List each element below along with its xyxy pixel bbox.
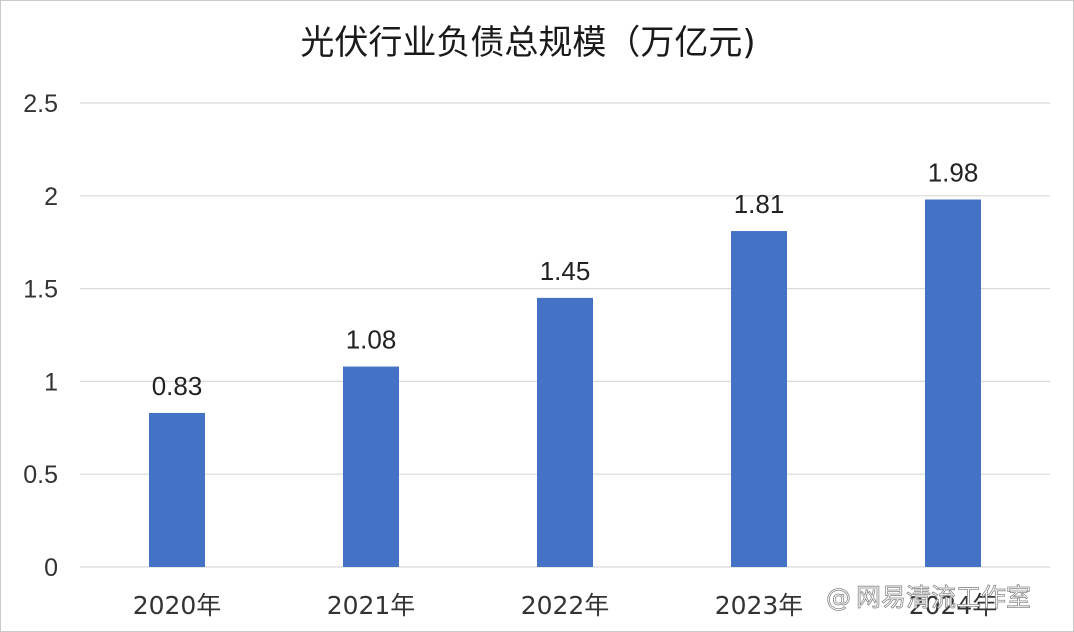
data-label-1: 1.08 <box>346 325 397 355</box>
watermark-text: 网易清流工作室 <box>856 583 1031 612</box>
x-tick-label-4: 2024年 <box>909 591 998 620</box>
bar-0 <box>149 412 205 567</box>
watermark: @ 网易清流工作室 <box>826 583 1032 613</box>
x-tick-label-3: 2023年 <box>715 591 804 620</box>
y-tick-label-2: 1 <box>44 368 58 396</box>
at-sign-icon: @ <box>826 583 851 612</box>
bar-2 <box>537 297 593 567</box>
y-tick-label-0: 0 <box>44 554 58 582</box>
data-label-3: 1.81 <box>734 189 785 219</box>
bar-1 <box>343 366 399 567</box>
y-tick-label-3: 1.5 <box>23 276 58 304</box>
y-tick-label-4: 2 <box>44 183 58 211</box>
data-labels: 0.83 1.08 1.45 1.81 1.98 <box>152 158 979 401</box>
bar-4 <box>925 199 981 567</box>
x-tick-label-2: 2022年 <box>521 591 610 620</box>
bar-3 <box>731 231 787 567</box>
x-tick-label-0: 2020年 <box>133 591 222 620</box>
data-label-4: 1.98 <box>928 158 979 188</box>
y-tick-label-5: 2.5 <box>23 90 58 118</box>
bars <box>149 199 981 567</box>
y-tick-label-1: 0.5 <box>23 461 58 489</box>
data-label-2: 1.45 <box>540 256 591 286</box>
chart-title: 光伏行业负债总规模（万亿元) <box>300 23 755 63</box>
gridlines <box>80 102 1050 568</box>
data-label-0: 0.83 <box>152 371 203 401</box>
y-axis-ticks: 0 0.5 1 1.5 2 2.5 <box>23 90 58 582</box>
x-tick-label-1: 2021年 <box>327 591 416 620</box>
x-axis-ticks: 2020年 2021年 2022年 2023年 2024年 <box>133 591 998 620</box>
